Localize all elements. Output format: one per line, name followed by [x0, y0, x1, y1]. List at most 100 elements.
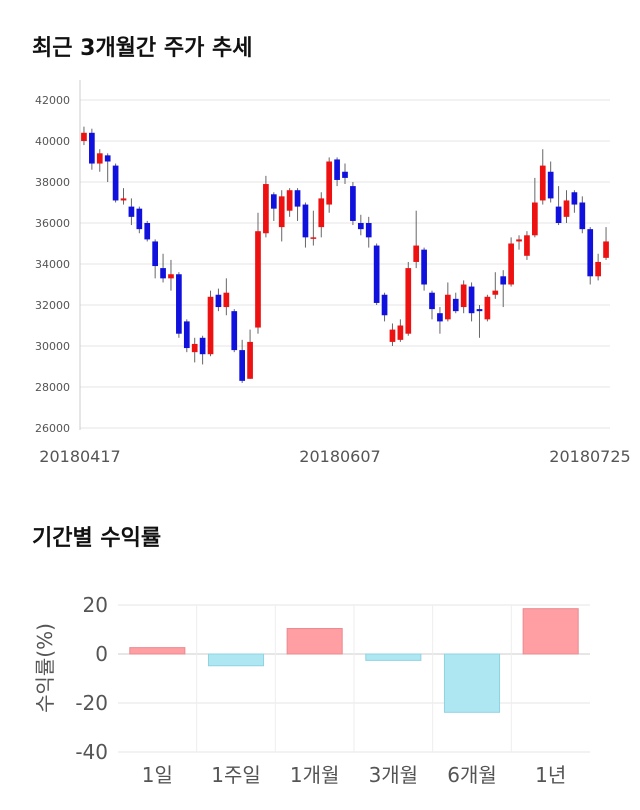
returns-y-tick-label: -20	[75, 691, 108, 715]
candle-body	[397, 325, 404, 340]
price-candles	[81, 126, 609, 383]
candle-body	[294, 190, 301, 207]
candle-body	[468, 286, 475, 314]
returns-x-tick-label: 1개월	[290, 763, 340, 787]
returns-y-tick-label: 20	[83, 593, 108, 617]
candle-body	[508, 243, 514, 285]
returns-bar-chart: 20 0 -20 -40 수익률(%) 1일 1주일 1개월 3개월 6개월 1년	[33, 593, 590, 787]
returns-x-tick-label: 1주일	[211, 763, 261, 787]
candle-body	[112, 165, 119, 201]
candle-body	[270, 194, 277, 209]
candle-body	[310, 237, 317, 239]
returns-bar	[286, 628, 343, 655]
returns-x-tick-label: 6개월	[447, 763, 497, 787]
candle-body	[484, 296, 491, 320]
price-y-tick-label: 34000	[35, 258, 70, 271]
returns-x-tick-label: 1년	[535, 763, 566, 787]
candle-body	[89, 132, 95, 164]
price-y-tick-label: 42000	[35, 94, 70, 107]
candle-body	[563, 200, 570, 217]
price-x-tick-label: 20180417	[39, 447, 120, 466]
candle-body	[247, 341, 253, 379]
candle-body	[476, 309, 483, 312]
price-x-tick-label: 20180607	[299, 447, 380, 466]
candle-body	[389, 329, 396, 342]
price-grid	[80, 99, 610, 429]
candle-body	[326, 161, 333, 205]
candle-body	[357, 223, 364, 230]
candle-body	[255, 231, 261, 328]
candle-body	[452, 298, 459, 312]
candle-body	[413, 245, 420, 262]
price-y-tick-label: 36000	[35, 217, 70, 230]
price-x-tick-label: 20180725	[549, 447, 630, 466]
candle-body	[539, 165, 546, 201]
candle-body	[318, 198, 325, 228]
candle-body	[104, 155, 111, 162]
candle-body	[603, 241, 609, 258]
price-y-ticks: 42000 40000 38000 36000 34000 32000 30000 28000…	[35, 94, 70, 435]
price-x-ticks: 20180417 20180607 20180725	[39, 447, 630, 466]
candle-body	[302, 204, 309, 238]
candle-body	[120, 198, 127, 201]
candle-body	[152, 241, 158, 267]
candle-body	[579, 202, 586, 230]
candle-body	[96, 153, 103, 164]
candle-body	[263, 184, 269, 234]
returns-bar	[443, 653, 501, 713]
returns-y-tick-label: 0	[95, 642, 108, 666]
candle-body	[334, 159, 340, 180]
candle-body	[532, 202, 538, 236]
candle-body	[516, 239, 522, 242]
returns-title: 기간별 수익률	[32, 526, 162, 551]
returns-bars	[129, 608, 579, 713]
price-y-tick-label: 28000	[35, 381, 70, 394]
candle-body	[350, 186, 356, 221]
candle-body	[176, 274, 182, 334]
candle-body	[524, 235, 530, 256]
candle-body	[437, 313, 443, 322]
candle-body	[405, 268, 412, 334]
price-y-tick-label: 30000	[35, 340, 70, 353]
returns-y-ticks: 20 0 -20 -40	[75, 593, 108, 764]
candle-body	[160, 268, 166, 279]
candle-body	[429, 292, 435, 310]
returns-x-tick-label: 1일	[142, 763, 173, 787]
candle-body	[278, 196, 285, 228]
candle-body	[421, 249, 427, 285]
candle-body	[381, 294, 388, 316]
candle-body	[460, 284, 467, 308]
candle-body	[223, 292, 230, 308]
price-y-tick-label: 40000	[35, 135, 70, 148]
candle-body	[444, 294, 451, 320]
candle-body	[191, 343, 198, 353]
returns-bar	[129, 647, 186, 655]
candle-body	[342, 171, 348, 178]
returns-bar	[207, 653, 265, 667]
candle-body	[571, 192, 578, 205]
returns-x-tick-label: 3개월	[369, 763, 419, 787]
candle-body	[183, 321, 190, 349]
candle-body	[128, 206, 135, 217]
returns-grid	[118, 604, 590, 753]
candle-body	[547, 171, 554, 199]
candle-body	[168, 274, 174, 279]
candle-body	[239, 350, 246, 381]
candle-body	[373, 245, 380, 303]
candle-body	[555, 206, 562, 223]
candle-body	[215, 294, 222, 308]
price-trend-title: 최근 3개월간 주가 추세	[32, 36, 253, 61]
candle-body	[136, 208, 143, 230]
candle-body	[587, 229, 594, 277]
candle-body	[207, 296, 214, 355]
candlestick-chart: 42000 40000 38000 36000 34000 32000 30000 28000…	[35, 80, 631, 466]
returns-bar	[522, 608, 579, 655]
price-y-tick-label: 38000	[35, 176, 70, 189]
candle-body	[595, 261, 601, 277]
returns-y-tick-label: -40	[75, 740, 108, 764]
returns-bar	[365, 653, 422, 661]
price-y-tick-label: 26000	[35, 422, 70, 435]
candle-body	[199, 337, 206, 355]
price-y-tick-label: 32000	[35, 299, 70, 312]
candle-body	[144, 223, 151, 240]
